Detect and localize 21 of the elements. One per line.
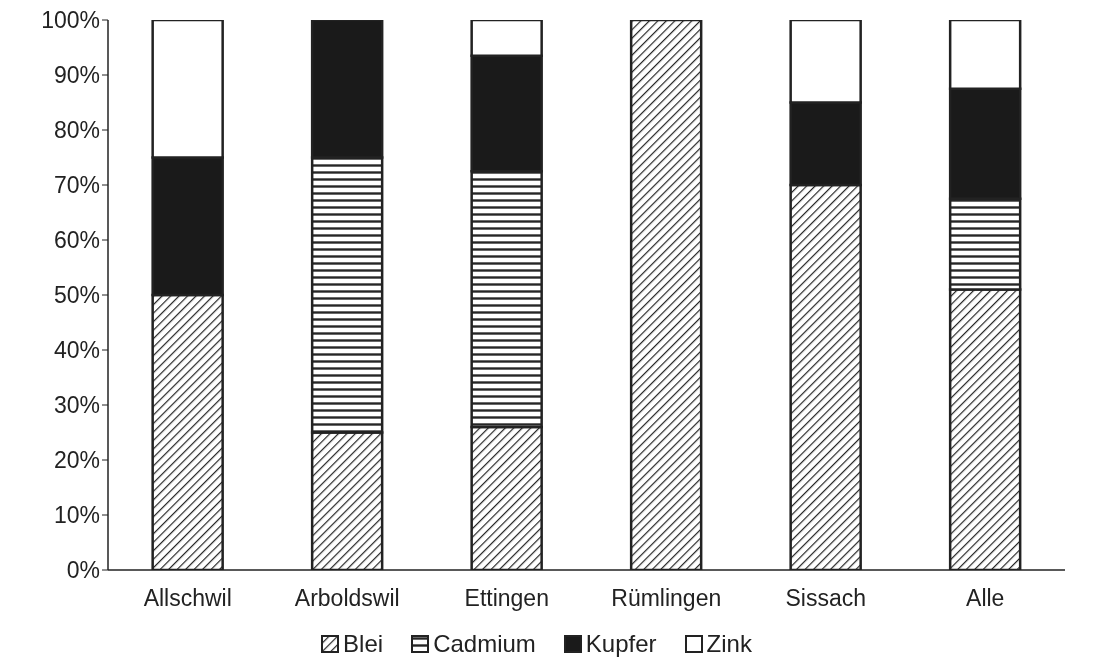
x-tick-label: Allschwil	[143, 585, 232, 612]
legend-label: Zink	[706, 630, 752, 658]
y-tick-label: 0%	[66, 557, 100, 584]
y-tick-label: 70%	[53, 172, 100, 199]
y-tick-label: 10%	[53, 502, 100, 529]
y-tick-label: 60%	[53, 227, 100, 254]
legend-label: Kupfer	[585, 630, 657, 658]
y-tick-label: 80%	[53, 117, 100, 144]
y-tick-label: 20%	[53, 447, 100, 474]
x-tick-label: Sissach	[785, 585, 867, 612]
x-tick-label: Rümlingen	[611, 585, 722, 612]
y-tick-label: 50%	[53, 282, 100, 309]
y-tick-label: 100%	[41, 7, 100, 34]
x-tick-label: Arboldswil	[294, 585, 400, 612]
y-tick-label: 90%	[53, 62, 100, 89]
y-tick-label: 40%	[53, 337, 100, 364]
legend-label: Blei	[343, 630, 384, 658]
legend-label: Cadmium	[433, 630, 536, 658]
y-tick-label: 30%	[53, 392, 100, 419]
x-tick-label: Alle	[966, 585, 1005, 612]
x-tick-label: Ettingen	[464, 585, 549, 612]
